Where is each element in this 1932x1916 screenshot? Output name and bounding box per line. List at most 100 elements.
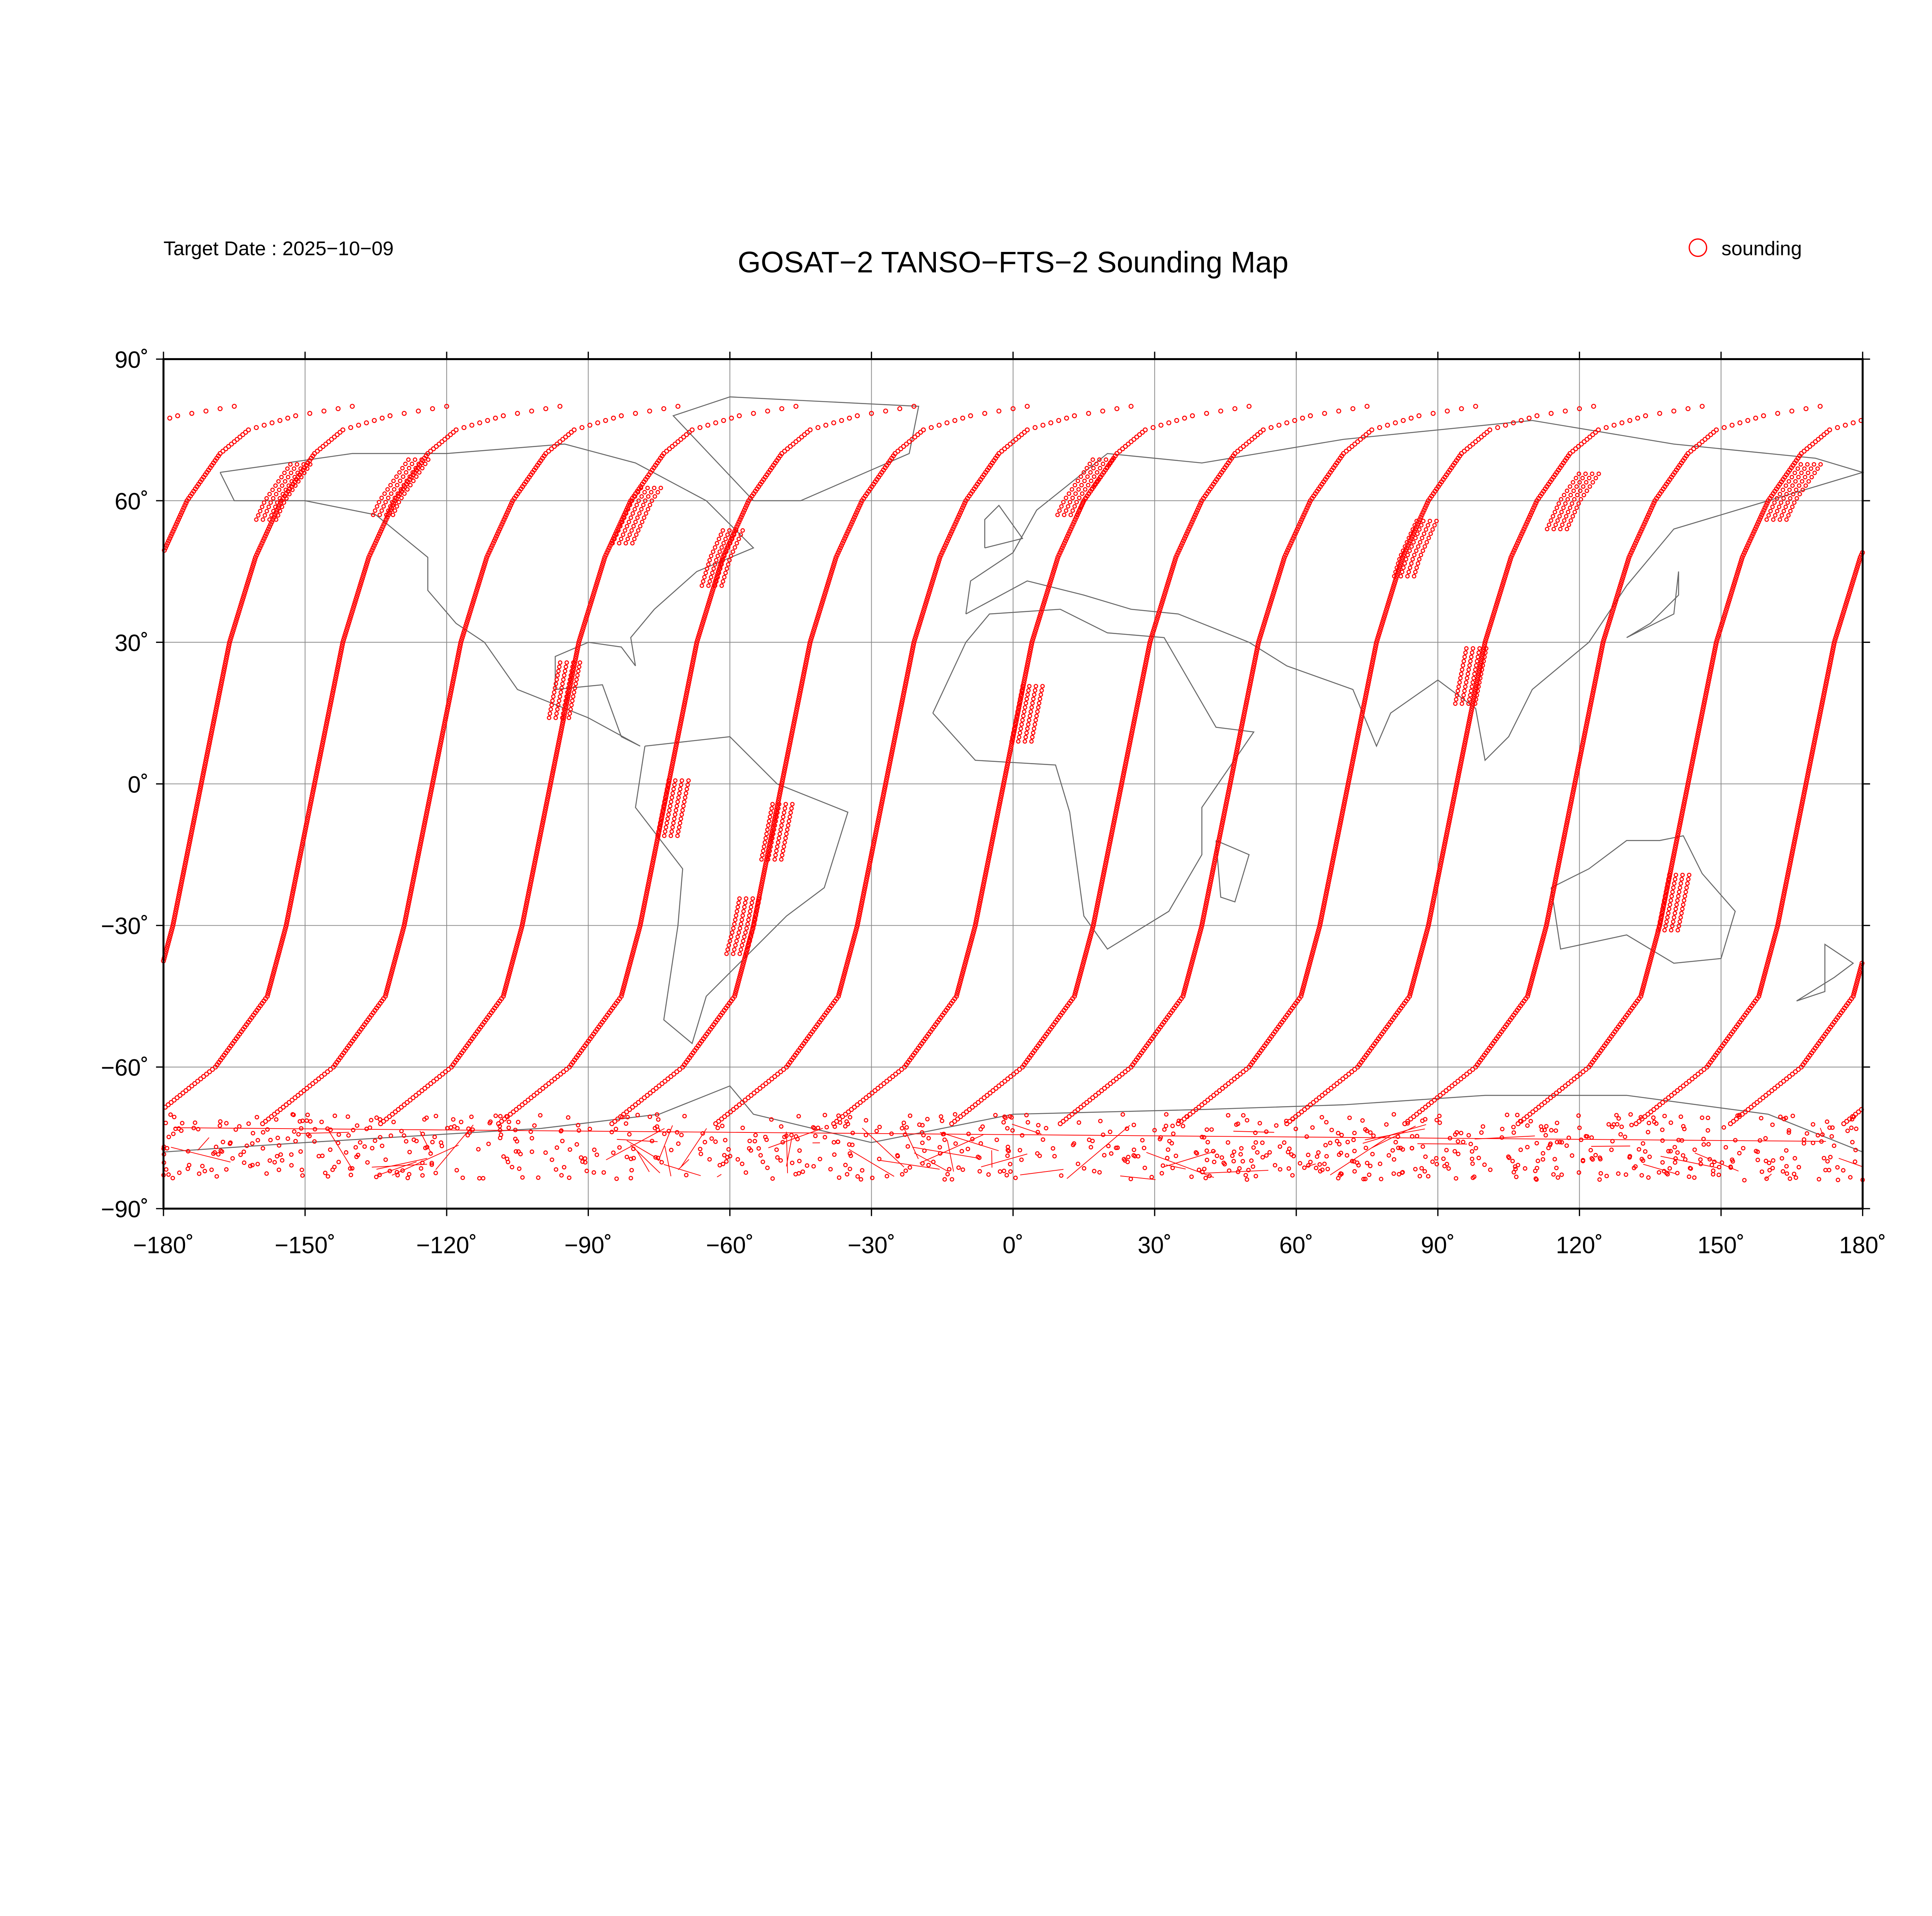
- sounding-point: [442, 717, 448, 723]
- sounding-point: [1657, 411, 1662, 416]
- sounding-point: [548, 779, 554, 784]
- sounding-point: [782, 765, 788, 770]
- sounding-point: [866, 864, 872, 869]
- sounding-point: [478, 573, 484, 579]
- sounding-point: [345, 623, 350, 629]
- sounding-point: [459, 635, 465, 640]
- sounding-point: [791, 441, 796, 447]
- sounding-point: [381, 522, 387, 527]
- sounding-point: [719, 545, 724, 550]
- sounding-point: [226, 642, 232, 647]
- sounding-point: [622, 982, 627, 987]
- sounding-point: [684, 432, 689, 437]
- sounding-point: [680, 708, 686, 713]
- sounding-point: [316, 1076, 321, 1081]
- sounding-point: [185, 850, 190, 855]
- sounding-point: [318, 753, 323, 758]
- sounding-point: [323, 727, 328, 732]
- sounding-point: [646, 880, 651, 886]
- sounding-point: [574, 677, 579, 682]
- sounding-point: [260, 517, 265, 522]
- sounding-point: [425, 1083, 430, 1089]
- sounding-point: [243, 588, 248, 593]
- sounding-point: [299, 843, 305, 848]
- sounding-point: [228, 635, 234, 640]
- sounding-point: [520, 923, 525, 928]
- sounding-point: [197, 786, 203, 791]
- sounding-point: [589, 597, 595, 602]
- sounding-point: [593, 585, 598, 591]
- sounding-point: [310, 1081, 315, 1086]
- sounding-point: [338, 651, 343, 657]
- sounding-point: [632, 944, 637, 949]
- sounding-point: [921, 427, 926, 433]
- sounding-point: [503, 512, 509, 517]
- sounding-point: [231, 626, 236, 631]
- sounding-point: [472, 595, 477, 600]
- coastline: [965, 420, 1864, 762]
- sounding-point: [550, 772, 555, 777]
- sounding-point: [371, 545, 376, 551]
- sounding-point: [884, 774, 890, 779]
- sounding-point: [646, 494, 651, 499]
- sounding-point: [849, 522, 854, 527]
- sounding-point: [553, 753, 559, 758]
- sounding-point: [697, 630, 702, 636]
- sounding-point: [780, 819, 785, 824]
- sounding-point: [408, 887, 414, 893]
- sounding-point: [742, 956, 747, 961]
- sounding-point: [612, 1119, 617, 1124]
- sounding-point: [375, 536, 380, 541]
- sounding-point: [387, 977, 393, 983]
- sounding-point: [1745, 418, 1750, 423]
- sounding-point: [295, 866, 300, 872]
- sounding-point: [236, 611, 241, 617]
- sounding-point: [293, 873, 299, 879]
- sounding-point: [741, 510, 746, 515]
- sounding-point: [463, 626, 468, 631]
- sounding-point: [791, 720, 797, 725]
- sounding-point: [633, 1102, 638, 1107]
- sounding-point: [201, 772, 206, 777]
- sounding-point: [669, 767, 674, 772]
- sounding-point: [842, 536, 847, 541]
- sounding-point: [801, 673, 806, 678]
- sounding-point: [1740, 1112, 1745, 1117]
- sounding-point: [806, 644, 812, 650]
- sounding-point: [740, 1100, 745, 1105]
- sounding-point: [782, 840, 787, 845]
- sounding-point: [393, 956, 398, 961]
- sounding-point: [354, 595, 359, 600]
- sounding-point: [726, 562, 731, 567]
- sounding-point: [673, 778, 678, 783]
- sounding-point: [516, 935, 522, 940]
- sounding-point: [1643, 413, 1648, 418]
- sounding-point: [429, 788, 434, 794]
- sounding-point: [687, 430, 692, 435]
- sounding-point: [294, 869, 300, 874]
- sounding-point: [816, 611, 821, 617]
- sounding-point: [538, 831, 543, 836]
- sounding-point: [449, 687, 454, 692]
- sounding-point: [451, 675, 456, 680]
- sounding-point: [297, 854, 303, 860]
- sounding-point: [1761, 413, 1766, 418]
- sounding-point: [448, 689, 454, 695]
- sounding-point: [403, 913, 409, 919]
- sounding-point: [487, 547, 493, 553]
- sounding-point: [496, 529, 502, 534]
- sounding-point: [639, 916, 644, 921]
- sounding-point: [172, 913, 177, 919]
- sounding-point: [848, 949, 853, 954]
- sounding-point: [458, 639, 464, 645]
- sounding-point: [288, 899, 294, 904]
- sounding-point: [840, 977, 845, 983]
- sounding-point: [650, 862, 655, 867]
- sounding-point: [599, 566, 604, 572]
- sounding-point: [198, 784, 203, 789]
- sounding-point: [878, 805, 884, 810]
- sounding-point: [557, 699, 561, 703]
- sounding-point: [188, 833, 194, 838]
- sounding-point: [701, 619, 706, 624]
- sounding-point: [828, 573, 833, 579]
